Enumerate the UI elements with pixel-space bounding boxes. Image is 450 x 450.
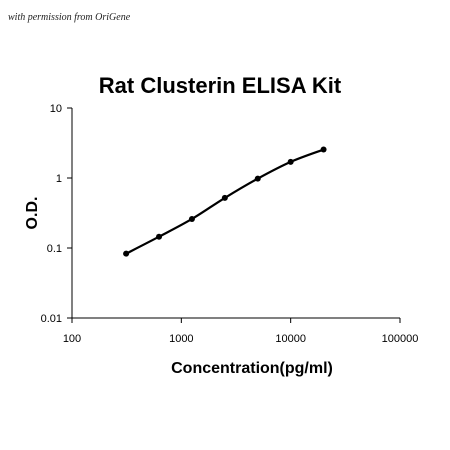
x-tick-label: 1000 <box>169 333 193 345</box>
x-tick-label: 100000 <box>382 333 419 345</box>
y-axis-label: O.D. <box>24 197 41 230</box>
x-tick-label: 100 <box>63 333 81 345</box>
y-tick-label: 10 <box>50 103 62 115</box>
x-axis-label: Concentration(pg/ml) <box>171 360 333 377</box>
y-tick-label: 0.1 <box>47 243 62 255</box>
y-tick-label: 0.01 <box>41 313 62 325</box>
data-point <box>156 233 163 240</box>
data-point <box>123 250 130 257</box>
chart-title: Rat Clusterin ELISA Kit <box>99 73 342 98</box>
data-point <box>254 175 261 182</box>
y-tick-label: 1 <box>56 173 62 185</box>
y-axis-ticks: 0.01 0.1 1 10 <box>41 103 72 325</box>
data-point <box>320 146 327 153</box>
data-point <box>287 158 294 165</box>
data-point <box>188 215 195 222</box>
x-tick-label: 10000 <box>275 333 306 345</box>
x-axis-ticks: 100 1000 10000 100000 <box>63 318 419 345</box>
data-point <box>221 194 228 201</box>
data-points <box>123 146 327 257</box>
watermark: with permission from OriGene <box>8 12 131 23</box>
